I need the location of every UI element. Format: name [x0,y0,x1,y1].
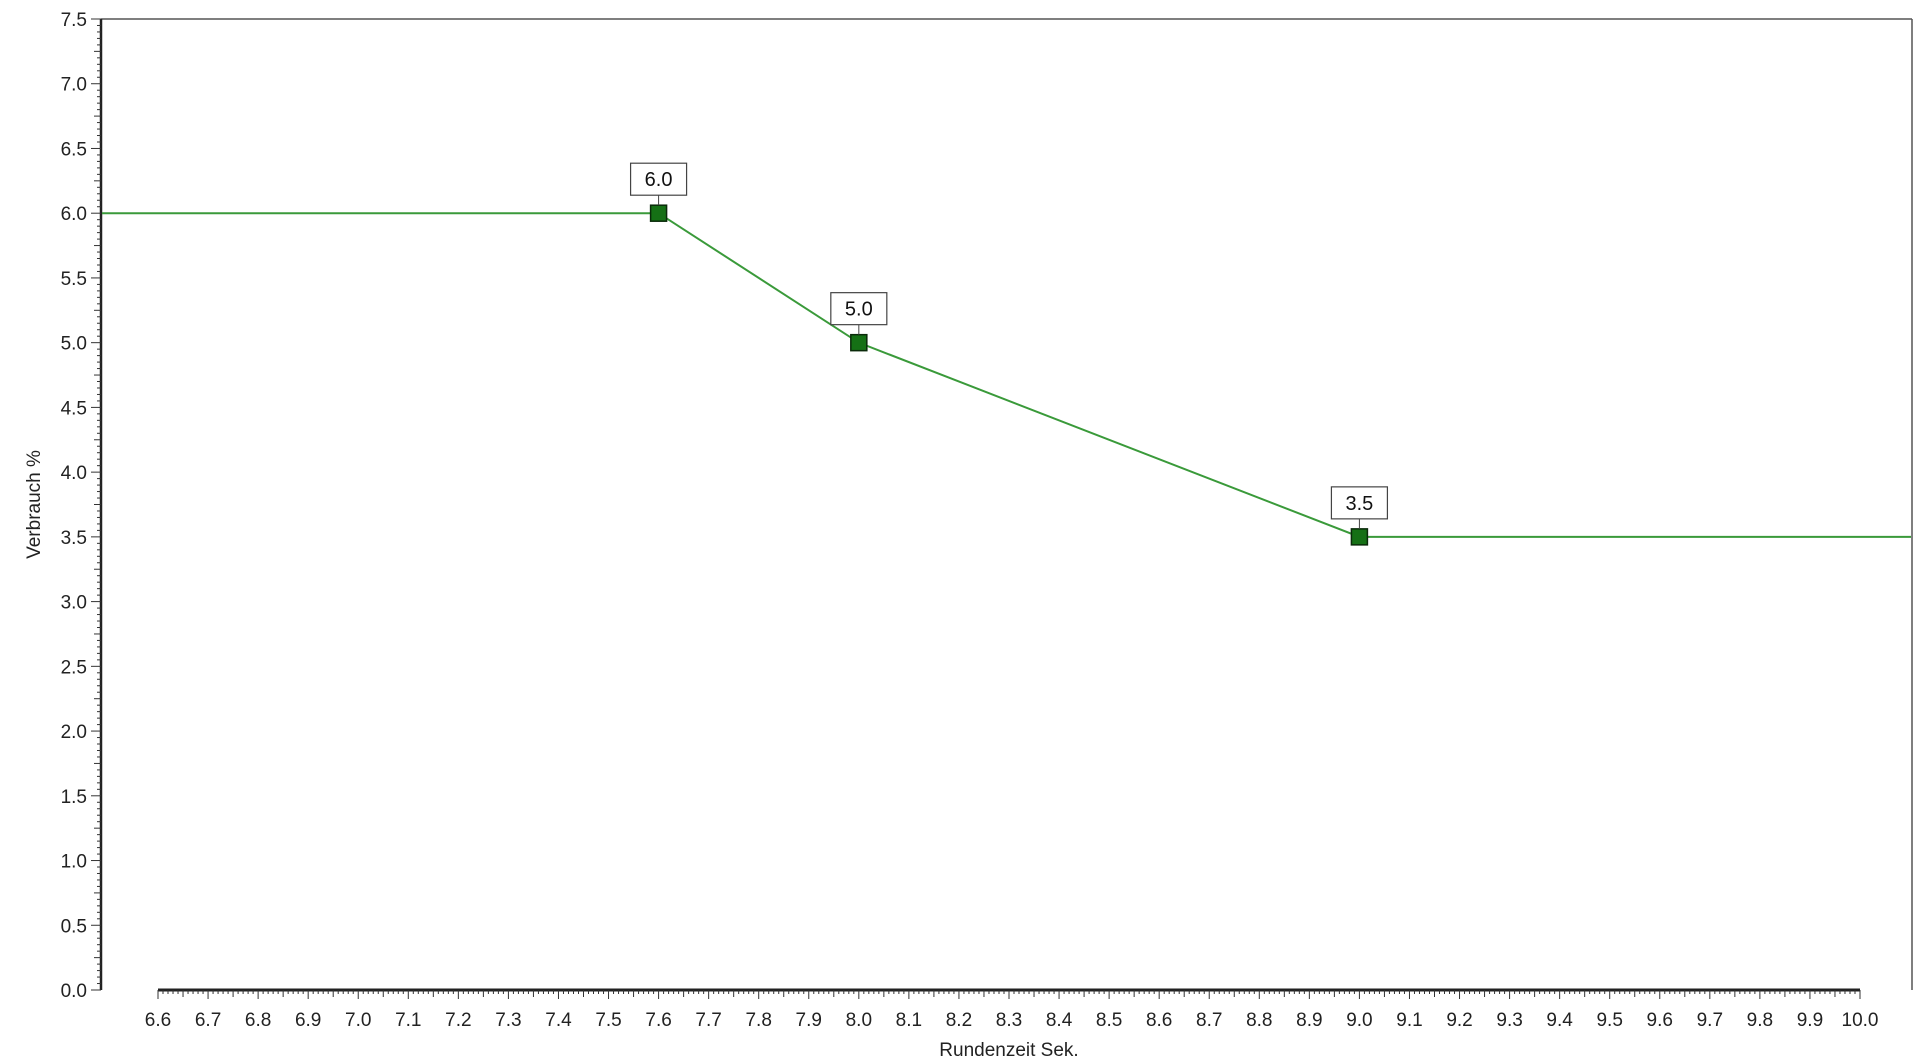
x-tick-label: 7.5 [595,1010,621,1031]
y-tick-label: 7.0 [61,75,87,96]
x-tick-label: 9.8 [1747,1010,1773,1031]
y-tick-label: 2.5 [61,657,87,678]
x-tick-label: 7.1 [395,1010,421,1031]
x-tick-label: 6.6 [145,1010,171,1031]
x-tick-label: 7.2 [445,1010,471,1031]
x-tick-label: 8.4 [1046,1010,1073,1031]
y-tick-label: 4.5 [61,398,87,419]
x-tick-label: 9.5 [1596,1010,1622,1031]
data-point-marker [850,333,868,352]
y-tick-label: 5.0 [61,334,87,355]
x-tick-label: 7.0 [345,1010,371,1031]
data-labels-layer: 6.0 5.0 3.5 [629,162,1389,529]
y-tick-label: 4.0 [61,463,87,484]
x-tick-label: 9.9 [1797,1010,1823,1031]
x-tick-label: 8.8 [1246,1010,1272,1031]
y-tick-label: 6.0 [61,204,87,225]
x-tick-label: 7.9 [796,1010,822,1031]
x-tick-label: 9.4 [1546,1010,1573,1031]
x-tick-label: 8.0 [846,1010,872,1031]
y-tick-label: 5.5 [61,269,87,290]
x-tick-label: 7.8 [745,1010,771,1031]
x-tick-label: 9.1 [1396,1010,1422,1031]
y-tick-label: 0.0 [61,981,87,1002]
x-tick-label: 9.0 [1346,1010,1372,1031]
x-tick-label: 6.7 [195,1010,221,1031]
x-tick-label: 9.7 [1697,1010,1723,1031]
x-tick-label: 8.5 [1096,1010,1122,1031]
data-label: 6.0 [645,169,673,191]
data-point-marker [1350,528,1369,546]
y-tick-label: 0.5 [61,916,87,937]
x-tick-label: 8.1 [896,1010,922,1031]
x-tick-label: 8.3 [996,1010,1022,1031]
series-layer [102,204,1911,546]
y-tick-label: 1.0 [61,852,87,873]
y-tick-label: 7.5 [61,10,87,31]
data-point-marker [649,204,668,222]
y-tick-label: 6.5 [61,139,87,160]
data-label: 5.0 [845,299,873,321]
data-label-box [830,292,888,326]
x-tick-label: 8.2 [946,1010,972,1031]
x-tick-label: 8.7 [1196,1010,1222,1031]
x-tick-label: 8.9 [1296,1010,1322,1031]
x-axis-ticks: 6.6 6.7 6.8 6.9 7.0 7.1 7.2 7.3 7.4 7.5 7.6 7.7 7.8 7… [145,990,1879,1031]
x-tick-label: 7.3 [495,1010,521,1031]
x-tick-label: 6.8 [245,1010,271,1031]
y-tick-label: 2.0 [61,722,87,743]
x-tick-label: 7.7 [695,1010,721,1031]
x-tick-label: 7.6 [645,1010,671,1031]
x-tick-label: 10.0 [1842,1010,1879,1031]
x-tick-label: 7.4 [545,1010,572,1031]
x-tick-label: 6.9 [295,1010,321,1031]
y-axis-ticks: 0.0 0.5 1.0 1.5 2.0 2.5 3.0 3.5 4.0 4.5 5.0 5.5 6.0 6… [61,10,101,1002]
x-tick-label: 9.2 [1446,1010,1472,1031]
x-tick-label: 9.3 [1496,1010,1522,1031]
data-label-box [1330,486,1389,520]
data-label: 3.5 [1346,493,1374,515]
y-tick-label: 3.0 [61,593,87,614]
x-tick-label: 9.6 [1647,1010,1673,1031]
x-tick-label: 8.6 [1146,1010,1172,1031]
y-tick-label: 3.5 [61,528,87,549]
y-tick-label: 1.5 [61,787,87,808]
data-label-box [629,162,688,196]
x-axis-title: Rundenzeit Sek. [939,1040,1078,1059]
y-axis-title: Verbrauch % [24,450,45,559]
